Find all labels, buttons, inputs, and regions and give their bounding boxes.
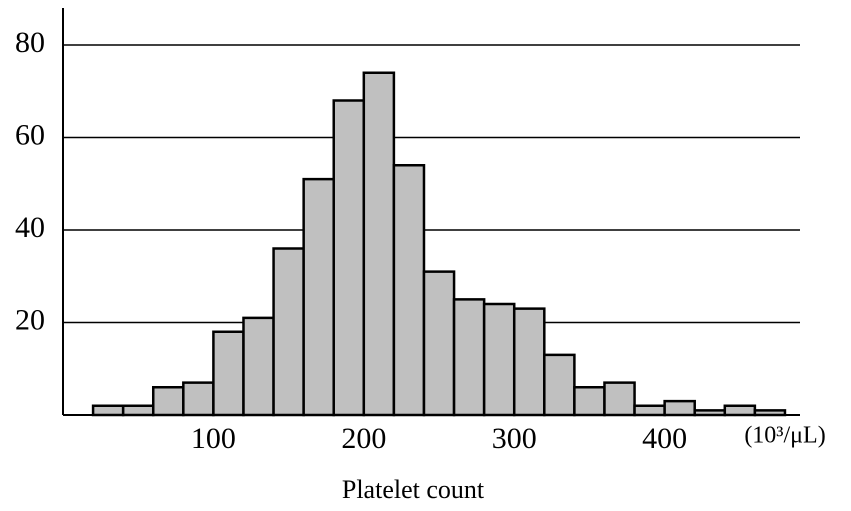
- bar: [332, 99, 366, 417]
- x-tick-label: 300: [492, 422, 537, 455]
- bar: [573, 386, 606, 417]
- bar: [182, 381, 215, 417]
- bar: [452, 298, 486, 417]
- bar: [392, 164, 426, 417]
- bar: [543, 353, 576, 417]
- x-tick-label: 100: [191, 422, 236, 455]
- y-tick-label: 20: [15, 303, 45, 336]
- bar: [723, 404, 757, 417]
- x-tick-label: 200: [341, 422, 386, 455]
- bar: [151, 386, 185, 417]
- x-axis-label: Platelet count: [342, 475, 485, 504]
- bar: [121, 404, 155, 417]
- y-tick-label: 80: [15, 26, 45, 59]
- bar: [482, 302, 516, 417]
- y-tick-label: 40: [15, 211, 45, 244]
- bar: [663, 399, 696, 417]
- bar: [302, 177, 335, 417]
- bar: [422, 270, 456, 417]
- bar: [603, 381, 636, 417]
- y-tick-label: 60: [15, 118, 45, 151]
- bar: [512, 307, 546, 417]
- bar: [362, 71, 396, 417]
- bar: [91, 404, 125, 417]
- bar: [242, 316, 275, 417]
- x-tick-label: 400: [642, 422, 687, 455]
- x-unit-label: (10³/μL): [744, 423, 825, 449]
- bar: [633, 404, 666, 417]
- bar: [212, 330, 245, 417]
- bar: [272, 247, 305, 417]
